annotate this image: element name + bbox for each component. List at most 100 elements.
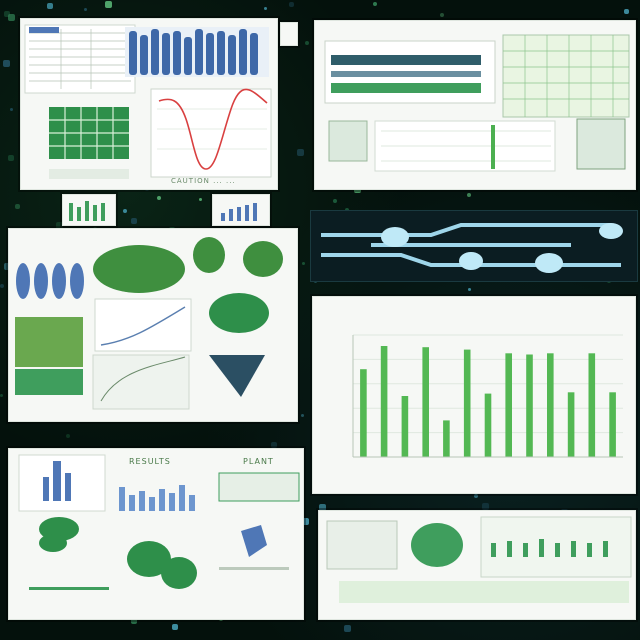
background-dot xyxy=(440,13,444,17)
bar-chart-bar xyxy=(360,369,367,457)
background-dot xyxy=(302,518,309,525)
background-dot xyxy=(467,193,471,197)
bar-chart-bar xyxy=(567,392,575,457)
background-dot xyxy=(131,218,137,224)
tower-chart xyxy=(18,454,106,512)
panel-top-left: CAUTION ... ... xyxy=(20,18,278,190)
bar-chart-bar xyxy=(484,393,492,457)
panel-bottom-right-graphics xyxy=(326,516,632,603)
bottom-left-header: RESULTS xyxy=(129,457,171,466)
blue-bars-strip xyxy=(119,485,195,511)
bar-chart-bar xyxy=(380,346,388,457)
background-dot xyxy=(8,155,14,161)
background-dot xyxy=(66,434,70,438)
background-dot xyxy=(8,14,15,21)
growth-curve-chart xyxy=(94,298,192,352)
green-tree-canopy xyxy=(411,523,463,567)
sample-row xyxy=(480,516,632,578)
pipe-network-graphic xyxy=(321,223,623,273)
timeline-chart xyxy=(374,120,556,172)
background-dot xyxy=(4,11,10,17)
equipment-sketch xyxy=(326,520,398,570)
bottom-mini-bars xyxy=(49,169,129,179)
bar-chart-bar xyxy=(422,347,429,457)
red-line-chart xyxy=(150,88,272,178)
bar-chart-bar xyxy=(547,353,554,457)
structure-sketch-left xyxy=(328,120,368,162)
background-dot xyxy=(199,198,202,201)
background-dot xyxy=(289,2,294,7)
green-grid-block xyxy=(49,107,129,159)
bar-chart-bar xyxy=(401,396,409,457)
background-dot xyxy=(4,263,11,270)
panel-top-right-graphics xyxy=(324,34,630,172)
pipe-diagram xyxy=(324,40,496,104)
bar-chart-svg xyxy=(352,334,623,458)
background-dot xyxy=(474,494,478,498)
background-dot xyxy=(105,1,112,8)
mini-blue-bars xyxy=(221,203,257,221)
background-dot xyxy=(344,625,351,632)
root-diagram xyxy=(209,355,265,397)
vine-illustration xyxy=(39,517,197,589)
greenhouse-banner xyxy=(218,472,300,502)
small-note-card xyxy=(280,22,298,46)
background-dot xyxy=(172,624,178,630)
blue-seed-icons xyxy=(16,263,84,299)
panel-middle-left xyxy=(8,228,298,422)
botanical-sketch xyxy=(92,354,190,410)
background-dot xyxy=(305,41,309,45)
caption-lines xyxy=(29,567,289,590)
panel-bottom-left-graphics xyxy=(18,454,300,590)
mini-green-bars xyxy=(69,201,105,221)
background-dot xyxy=(297,149,304,156)
bar-chart-bar xyxy=(526,354,533,457)
background-dot xyxy=(47,3,53,9)
background-dot xyxy=(264,7,267,10)
background-dot xyxy=(15,204,20,209)
background-dot xyxy=(131,618,137,624)
blue-cylinder-chart xyxy=(125,27,269,77)
panel-top-left-caption: CAUTION ... ... xyxy=(171,177,236,185)
plant-left-stack xyxy=(15,317,83,395)
panel-bottom-left: RESULTS PLANT xyxy=(8,448,304,620)
panel-bottom-right xyxy=(318,510,636,620)
background-dot xyxy=(302,262,305,265)
grass-strip xyxy=(339,581,629,603)
bar-chart-bar xyxy=(609,392,616,457)
panel-dark-pipes xyxy=(310,210,638,282)
bottom-left-header-2: PLANT xyxy=(243,457,274,466)
background-dot xyxy=(482,503,489,510)
background-dot xyxy=(319,504,326,511)
background-dot xyxy=(301,414,304,417)
panel-middle-left-graphics xyxy=(15,237,283,410)
bar-chart-bar xyxy=(463,349,471,457)
background-dot xyxy=(0,394,3,397)
background-dot xyxy=(468,288,471,291)
mini-table xyxy=(24,24,136,94)
bar-chart-bars xyxy=(360,346,616,457)
green-tree-cluster xyxy=(209,293,269,333)
green-heat-grid xyxy=(502,34,630,118)
background-dot xyxy=(3,60,10,67)
background-dot xyxy=(84,8,87,11)
background-dot xyxy=(10,108,13,111)
leaf-cluster xyxy=(93,237,283,293)
background-dot xyxy=(271,442,277,448)
mini-card-blue-bars xyxy=(212,194,270,226)
bar-chart-bar xyxy=(443,420,450,457)
background-dot xyxy=(157,196,161,200)
background-dot xyxy=(624,9,629,14)
background-dot xyxy=(123,209,127,213)
bar-chart-bar xyxy=(588,353,596,457)
blue-shape xyxy=(241,525,267,557)
background-dot xyxy=(373,2,377,6)
background-dot xyxy=(0,284,4,288)
panel-bar-chart xyxy=(312,296,636,494)
panel-top-right xyxy=(314,20,636,190)
bar-chart-bar xyxy=(505,353,512,457)
mini-card-green-bars xyxy=(62,194,116,226)
panel-top-left-graphics xyxy=(24,24,272,179)
bar-chart-gridlines xyxy=(353,334,623,434)
